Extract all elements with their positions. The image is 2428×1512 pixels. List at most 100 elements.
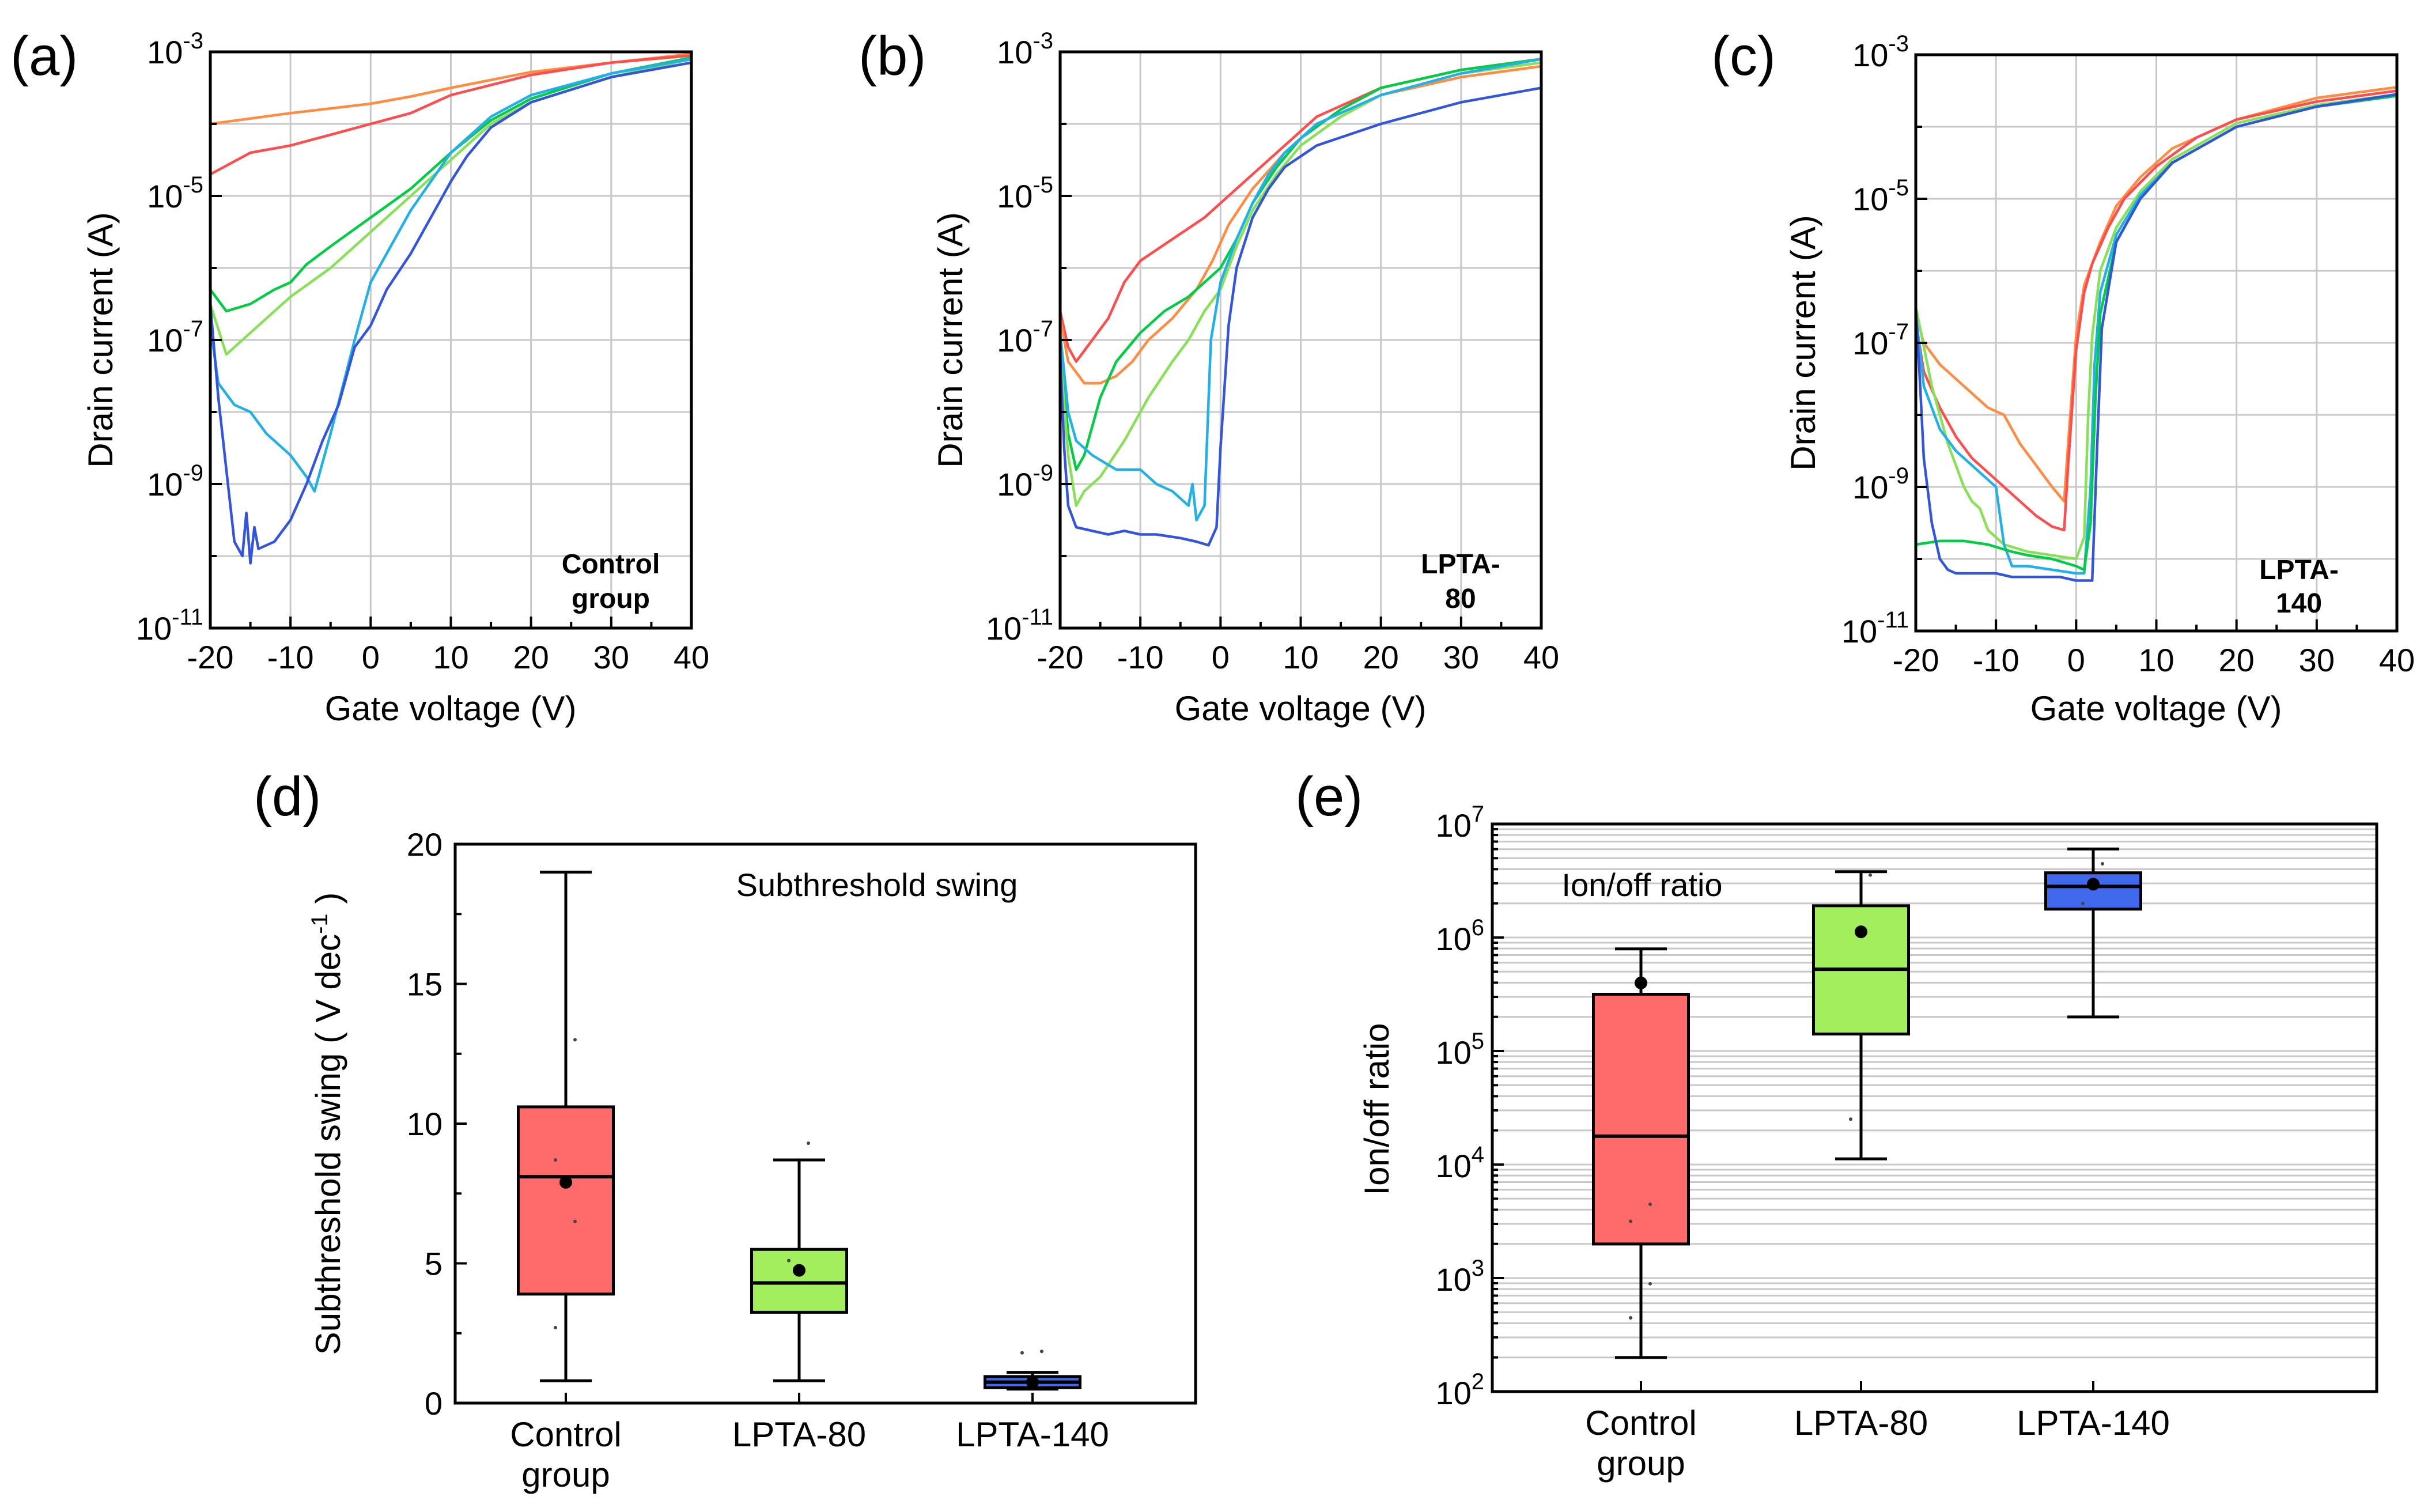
- panel-d-ytick-label: 10: [407, 1106, 443, 1142]
- panel-e-group-2-label: LPTA-80: [1794, 1404, 1928, 1442]
- panel-e-group-1-label: Control: [1585, 1404, 1696, 1442]
- panel-a-ytick-label-exp: -9: [183, 460, 203, 486]
- panel-d-group-1-point: [573, 1038, 577, 1042]
- panel-b-ytick-label-base: 10: [986, 610, 1022, 647]
- panel-a-ytick-label-base: 10: [147, 178, 183, 214]
- panel-c-ytick-label: 10-9: [1852, 463, 1909, 505]
- panel-b-curve-1: [1058, 58, 1542, 363]
- panel-d-group-1-box: [517, 1105, 615, 1296]
- panel-a-ytick-label: 10-5: [147, 172, 203, 214]
- panel-b-xtick-label: -20: [1037, 639, 1084, 675]
- panel-d-group-1-point: [554, 1158, 557, 1162]
- panel-b-curve-6: [1058, 86, 1542, 547]
- panel-a-annotation-line2: group: [572, 584, 650, 614]
- panel-a-grid: [210, 52, 691, 628]
- panel-a-xtick-label: 10: [433, 639, 468, 675]
- panel-a-xtick-label: 30: [593, 639, 629, 675]
- panel-c-xlabel: Gate voltage (V): [2030, 689, 2282, 728]
- panel-d-group-2-label: LPTA-80: [732, 1415, 866, 1454]
- panel-b-ytick-label-exp: -5: [1033, 172, 1053, 198]
- panel-c-ytick-label: 10-11: [1841, 607, 1909, 649]
- panel-d-group-3-point: [1020, 1351, 1024, 1355]
- panel-b-xtick-label: 10: [1283, 639, 1318, 675]
- panel-c-ytick-label-exp: -7: [1888, 319, 1909, 345]
- panel-a-ytick-label: 10-11: [136, 604, 203, 647]
- panel-e-group-1-point: [1648, 1282, 1652, 1286]
- panel-c: (c) -20 -10 0 10 20 30 4010-310-510-710-910-11…: [1711, 25, 2415, 728]
- panel-a-xtick-label: -10: [267, 639, 314, 675]
- panel-a-ytick-label-exp: -5: [183, 172, 203, 198]
- panel-e-ytick-label: 102: [1435, 1369, 1484, 1411]
- panel-e-ytick-label-base: 10: [1435, 1148, 1471, 1184]
- panel-a-xtick-label: 20: [513, 639, 549, 675]
- panel-e-title: Ion/off ratio: [1561, 867, 1722, 903]
- panel-e-group-2-point: [1869, 873, 1872, 877]
- panel-d-boxes: [517, 871, 1081, 1391]
- panel-b-xtick-label: 0: [1212, 639, 1230, 675]
- panel-b-ytick-label-exp: -3: [1033, 28, 1053, 54]
- panel-e-group-1-label: group: [1597, 1444, 1685, 1483]
- panel-c-ytick-label-exp: -9: [1888, 463, 1909, 489]
- panel-c-xtick-label: 0: [2067, 642, 2085, 678]
- panel-b-annotation: LPTA- 80: [1421, 549, 1500, 614]
- panel-c-annotation: LPTA- 140: [2259, 555, 2339, 619]
- panel-d-group-1-label: group: [521, 1456, 610, 1494]
- panel-c-curve-1: [1914, 86, 2397, 503]
- panel-d-ylabel-sup: -1: [307, 913, 332, 934]
- panel-e-ytick-label-base: 10: [1435, 1375, 1471, 1411]
- panel-e-ytick-label-base: 10: [1435, 921, 1471, 957]
- panel-e-ytick-label: 106: [1435, 915, 1484, 957]
- panel-e-ytick-label: 107: [1435, 802, 1484, 844]
- panel-e-ytick-label-exp: 5: [1472, 1029, 1484, 1054]
- panel-c-ytick-label-base: 10: [1852, 469, 1888, 505]
- panel-e-ytick-label-exp: 4: [1472, 1142, 1484, 1167]
- panel-d-ylabel: Subthreshold swing ( V dec-1 ): [307, 893, 347, 1355]
- panel-e-frame: [1491, 822, 2378, 1393]
- panel-e-group-3-label: LPTA-140: [2017, 1404, 2170, 1442]
- panel-b-annotation-line2: 80: [1445, 584, 1476, 614]
- panel-a-ytick-label-exp: -3: [183, 28, 203, 54]
- panel-d-group-1-point: [554, 1326, 557, 1330]
- panel-c-annotation-line1: LPTA-: [2259, 555, 2339, 585]
- panel-e-ytick-label-exp: 2: [1472, 1369, 1484, 1394]
- panel-b-ytick-label: 10-7: [997, 316, 1053, 358]
- panel-e-group-2-mean: [1855, 925, 1867, 939]
- panel-e-ytick-label-base: 10: [1435, 807, 1471, 844]
- panel-d-ylabel-end: ): [309, 893, 347, 914]
- panel-b-ytick-label: 10-3: [997, 28, 1053, 70]
- panel-b-ytick-label: 10-9: [997, 460, 1053, 502]
- panel-e-group-3-point: [2081, 901, 2085, 905]
- panel-c-ytick-label: 10-7: [1852, 319, 1909, 361]
- panel-c-ytick-label-base: 10: [1852, 181, 1888, 217]
- panel-c-ytick-label: 10-3: [1852, 31, 1909, 73]
- panel-c-xtick-label: 40: [2379, 642, 2415, 678]
- panel-d-ytick-label: 0: [425, 1385, 443, 1422]
- panel-c-xtick-label: 10: [2138, 642, 2174, 678]
- panel-d-group-1-point: [573, 1219, 577, 1223]
- panel-e-group-3-mean: [2087, 878, 2100, 891]
- panel-e-ytick-label: 104: [1435, 1142, 1484, 1184]
- panel-c-ylabel: Drain current (A): [1784, 215, 1822, 470]
- panel-e-ytick-label-exp: 7: [1472, 802, 1484, 827]
- panel-b-ylabel: Drain current (A): [931, 212, 970, 467]
- panel-d-group-3-label: LPTA-140: [956, 1415, 1109, 1454]
- panel-e-group-2-point: [1849, 1117, 1852, 1121]
- panel-c-ytick-label: 10-5: [1852, 175, 1909, 217]
- panel-d-letter: (d): [254, 766, 321, 827]
- panel-c-annotation-line2: 140: [2276, 588, 2322, 619]
- panel-e-letter: (e): [1295, 766, 1363, 827]
- panel-b-xtick-label: -10: [1117, 639, 1164, 675]
- panel-b-ytick-label-exp: -7: [1033, 316, 1053, 342]
- panel-c-xtick-label: -10: [1973, 642, 2019, 678]
- panel-b-ytick-label-exp: -9: [1033, 460, 1053, 486]
- panel-e-ytick-label-exp: 6: [1472, 915, 1484, 940]
- panel-c-ytick-label-base: 10: [1852, 325, 1888, 361]
- panel-c-ytick-label-base: 10: [1852, 37, 1888, 73]
